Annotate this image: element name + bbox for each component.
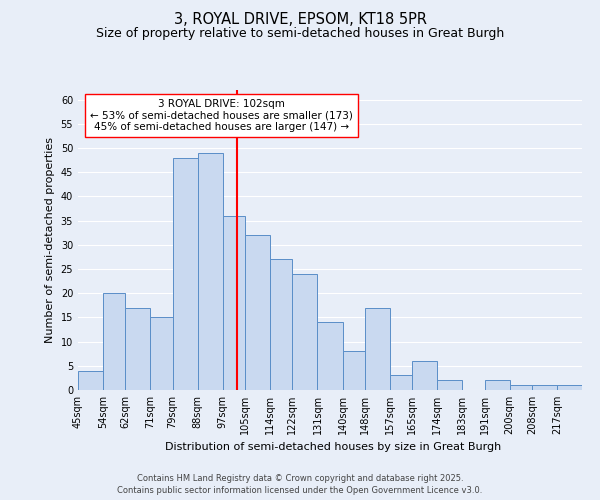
Bar	[151, 318, 173, 390]
Bar	[270, 260, 292, 390]
Bar	[223, 216, 245, 390]
Text: 3 ROYAL DRIVE: 102sqm
← 53% of semi-detached houses are smaller (173)
45% of sem: 3 ROYAL DRIVE: 102sqm ← 53% of semi-deta…	[90, 99, 353, 132]
Bar	[390, 376, 412, 390]
Bar	[412, 361, 437, 390]
Y-axis label: Number of semi-detached properties: Number of semi-detached properties	[45, 137, 55, 343]
Text: Contains HM Land Registry data © Crown copyright and database right 2025.
Contai: Contains HM Land Registry data © Crown c…	[118, 474, 482, 495]
Bar	[317, 322, 343, 390]
Bar	[173, 158, 198, 390]
Text: Distribution of semi-detached houses by size in Great Burgh: Distribution of semi-detached houses by …	[165, 442, 501, 452]
Bar	[343, 352, 365, 390]
Bar	[485, 380, 509, 390]
Bar	[365, 308, 390, 390]
Bar	[292, 274, 317, 390]
Bar	[103, 293, 125, 390]
Bar	[198, 153, 223, 390]
Bar	[78, 370, 103, 390]
Bar	[245, 235, 270, 390]
Bar	[125, 308, 151, 390]
Text: Size of property relative to semi-detached houses in Great Burgh: Size of property relative to semi-detach…	[96, 28, 504, 40]
Bar	[557, 385, 582, 390]
Bar	[437, 380, 462, 390]
Text: 3, ROYAL DRIVE, EPSOM, KT18 5PR: 3, ROYAL DRIVE, EPSOM, KT18 5PR	[173, 12, 427, 28]
Bar	[532, 385, 557, 390]
Bar	[509, 385, 532, 390]
